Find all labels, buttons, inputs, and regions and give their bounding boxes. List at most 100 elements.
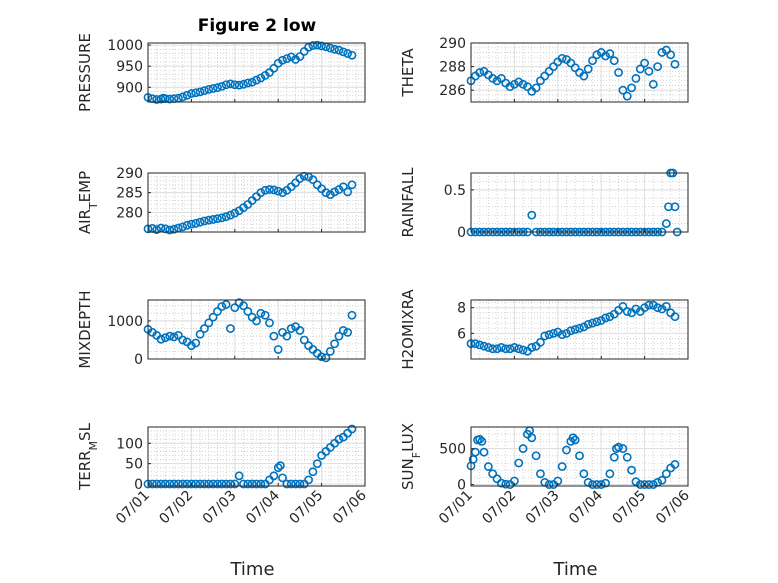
data-point	[165, 94, 175, 104]
data-point	[275, 461, 285, 471]
data-point	[295, 479, 305, 489]
series-markers	[466, 300, 680, 356]
data-point	[191, 338, 201, 348]
data-point	[186, 89, 196, 98]
data-point	[536, 76, 545, 86]
y-tick-label: 288	[439, 60, 466, 76]
data-point	[265, 318, 274, 328]
data-point	[657, 304, 667, 314]
subplot-h2omixra: 6 8 H2OMIXRA	[399, 289, 689, 370]
data-point	[243, 307, 253, 316]
data-point	[631, 74, 641, 83]
data-point	[208, 312, 218, 322]
data-point	[195, 87, 205, 97]
data-point	[260, 185, 270, 195]
data-point	[588, 480, 597, 489]
x-axis-label: Time	[229, 559, 274, 580]
data-point	[173, 479, 183, 489]
data-point	[330, 44, 340, 54]
data-point	[540, 71, 550, 81]
data-point	[273, 463, 283, 473]
data-point	[544, 66, 554, 76]
data-point	[321, 353, 331, 363]
y-tick-label: 0	[134, 352, 143, 368]
data-point	[221, 300, 231, 309]
data-point	[648, 480, 658, 489]
data-point	[492, 344, 502, 354]
data-point	[200, 479, 209, 489]
data-point	[514, 458, 524, 468]
data-point	[479, 341, 489, 351]
data-point	[648, 79, 658, 89]
y-axis-label: TERRMSL	[76, 422, 100, 491]
y-tick-label: 290	[439, 36, 466, 52]
data-point	[286, 52, 296, 62]
axes-frame	[470, 172, 689, 233]
data-point	[347, 310, 357, 320]
data-point	[260, 310, 270, 320]
data-point	[226, 210, 235, 220]
data-point	[496, 74, 506, 83]
data-point	[217, 479, 227, 489]
data-point	[549, 328, 558, 338]
data-point	[217, 82, 227, 91]
data-point	[295, 326, 305, 335]
data-point	[186, 219, 196, 229]
y-tick-label: 0.5	[444, 183, 466, 199]
figure-title: Figure 2 low	[198, 16, 317, 36]
data-point	[160, 479, 170, 489]
data-point	[579, 322, 589, 332]
x-tick-label: 07/03	[200, 488, 240, 528]
data-point	[483, 343, 493, 352]
data-point	[557, 53, 567, 63]
data-point	[670, 460, 680, 469]
subplot-air-temp: 280 285 290 AIRTEMP	[76, 166, 366, 235]
data-point	[169, 479, 179, 489]
data-point	[596, 480, 606, 489]
data-point	[477, 436, 487, 446]
plot-area	[148, 427, 365, 486]
data-point	[475, 68, 485, 77]
data-point	[325, 346, 335, 356]
data-point	[653, 303, 663, 313]
data-point	[648, 300, 658, 310]
data-point	[221, 80, 231, 90]
data-point	[588, 318, 597, 328]
data-point	[247, 479, 257, 489]
data-point	[165, 479, 175, 489]
data-point	[230, 80, 240, 90]
y-tick-label: 280	[116, 205, 143, 221]
data-point	[553, 327, 563, 337]
axes-frame	[147, 42, 366, 103]
data-point	[562, 328, 571, 338]
data-point	[661, 469, 671, 479]
data-point	[338, 182, 348, 192]
data-point	[295, 174, 305, 183]
data-point	[544, 480, 554, 489]
data-point	[570, 325, 580, 334]
data-point	[273, 345, 283, 354]
subplot-pressure: 900 950 1000 PRESSURE	[76, 33, 366, 112]
axes-frame	[147, 172, 366, 233]
data-point	[234, 80, 244, 90]
data-point	[195, 329, 205, 339]
data-point	[208, 215, 218, 224]
data-point	[252, 75, 261, 85]
data-point	[291, 479, 300, 489]
data-point	[627, 465, 636, 475]
data-point	[557, 330, 567, 340]
data-point	[622, 91, 632, 101]
y-tick-label: 286	[439, 83, 466, 99]
data-point	[666, 50, 676, 60]
data-point	[505, 344, 515, 354]
y-tick-label: 950	[116, 59, 143, 75]
data-point	[243, 78, 253, 88]
data-point	[501, 344, 511, 354]
data-point	[653, 62, 663, 71]
data-point	[191, 88, 201, 98]
data-point	[536, 337, 545, 347]
data-point	[334, 434, 344, 444]
y-tick-label: 0	[457, 478, 466, 494]
data-point	[269, 63, 279, 73]
subplot-terr-msl: 0 50 100 07/01 07/02 07/03 07/04 07/05 07/06 TERR…	[76, 422, 370, 580]
